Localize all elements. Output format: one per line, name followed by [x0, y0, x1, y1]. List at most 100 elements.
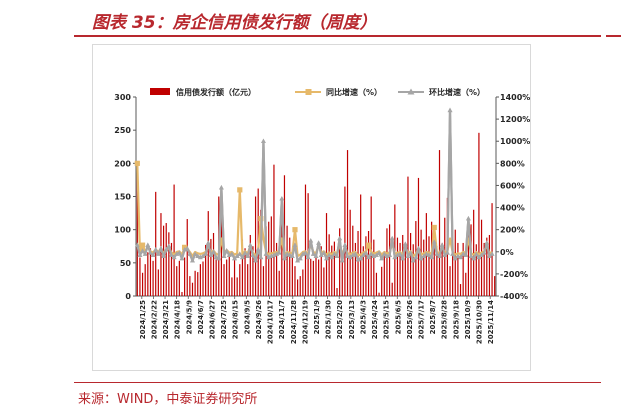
bar-issuance	[210, 238, 212, 296]
bar-issuance	[184, 257, 186, 296]
bar-issuance	[220, 211, 223, 296]
point-yoy	[431, 224, 437, 231]
point-wow-top	[247, 242, 253, 247]
y-left-tick-label: 150	[114, 193, 131, 202]
bar-issuance	[202, 261, 204, 296]
chart-legend: 信用债发行额（亿元） 同比增速（%） 环比增速（%）	[150, 87, 485, 97]
point-wow-top	[466, 216, 471, 221]
bar-issuance	[168, 232, 170, 296]
x-tick-label: 2025/10/9	[464, 300, 472, 339]
bar-issuance	[147, 252, 149, 296]
point-wow-top	[134, 242, 140, 247]
x-tick-label: 2024/4/18	[174, 300, 182, 339]
point-wow-top	[284, 251, 290, 256]
bar-issuance	[333, 241, 335, 296]
legend-label-wow: 环比增速（%）	[429, 87, 485, 97]
x-tick-label: 2025/10/30	[476, 300, 484, 344]
bar-issuance	[262, 266, 265, 296]
point-wow-top	[310, 251, 316, 256]
bar-issuance	[205, 244, 207, 296]
bar-issuance	[173, 184, 175, 296]
point-wow-top	[408, 250, 413, 255]
y-right-tick-label: -200%	[500, 270, 528, 279]
bar-issuance	[189, 276, 191, 296]
bar-issuance	[470, 224, 472, 296]
point-wow-top	[316, 240, 322, 245]
point-wow-top	[442, 252, 448, 257]
x-tick-label: 2025/4/24	[371, 300, 379, 339]
bar-issuance	[178, 260, 180, 296]
x-tick-label: 2025/5/15	[383, 300, 391, 339]
y-left-tick-label: 50	[120, 259, 132, 268]
point-wow-top	[163, 246, 169, 252]
y-right-tick-label: 1000%	[500, 137, 530, 146]
point-wow-top	[276, 250, 282, 255]
x-tick-label: 2024/6/27	[208, 300, 216, 339]
legend-swatch-yoy-marker	[305, 89, 312, 95]
bar-issuance	[365, 236, 367, 296]
bar-issuance	[139, 257, 141, 296]
bar-issuance	[275, 242, 278, 296]
point-wow-top	[337, 235, 343, 241]
x-tick-label: 2025/8/7	[429, 300, 437, 334]
bar-issuance	[407, 176, 409, 296]
legend-label-bar: 信用债发行额（亿元）	[176, 87, 256, 97]
point-wow-top	[471, 255, 477, 261]
point-wow-top	[460, 251, 466, 256]
bar-issuance	[299, 276, 301, 296]
point-wow-top	[437, 253, 442, 258]
point-wow-top	[200, 253, 206, 258]
point-wow-top	[176, 250, 182, 255]
point-wow-top	[282, 255, 287, 261]
point-wow-top	[161, 253, 166, 258]
point-wow-top	[174, 251, 180, 256]
line-wow	[136, 109, 493, 262]
point-wow-top	[292, 242, 298, 247]
point-wow-top	[379, 255, 385, 261]
bar-issuance	[328, 234, 330, 296]
point-wow-top	[400, 255, 406, 261]
bar-issuance	[404, 248, 406, 296]
title-row: 图表 35：房企信用债发行额（周度）	[0, 0, 621, 33]
bar-issuance	[491, 203, 493, 296]
bar-issuance	[402, 234, 404, 296]
point-wow-top	[429, 254, 435, 260]
bar-issuance	[457, 242, 459, 296]
figure-title: 图表 35：房企信用债发行额（周度）	[92, 13, 377, 33]
point-wow-top	[489, 251, 495, 256]
point-wow-top	[237, 251, 243, 256]
bar-issuance	[436, 246, 438, 296]
point-wow-top	[224, 248, 230, 253]
bar-issuance	[388, 224, 391, 296]
bar-issuance	[428, 236, 430, 296]
point-wow-top	[392, 254, 398, 260]
bar-issuance	[155, 191, 157, 296]
point-wow-top	[381, 251, 387, 256]
bar-issuance	[265, 226, 267, 296]
y-left-tick-label: 250	[114, 126, 131, 135]
point-wow-top	[232, 255, 237, 261]
bar-issuance	[254, 196, 257, 296]
bar-issuance	[480, 219, 483, 296]
point-wow-top	[423, 251, 429, 256]
chart-axes: 0 50 100 150 200 250 300 -400% -200% 0% 200% 400% 60…	[114, 93, 530, 344]
y-left-tick-label: 0	[125, 292, 131, 301]
x-tick-label: 2024/9/26	[255, 300, 263, 339]
bar-issuance	[465, 272, 467, 296]
bar-issuance	[191, 282, 194, 296]
bar-issuance	[176, 266, 178, 296]
point-wow-top	[334, 253, 340, 258]
bar-issuance	[323, 267, 325, 296]
bar-issuance	[157, 269, 159, 296]
point-wow-top	[305, 254, 311, 260]
point-wow-top	[444, 250, 450, 255]
point-wow-top	[318, 252, 324, 257]
bar-issuance	[249, 234, 251, 296]
point-wow-top	[245, 253, 251, 258]
point-wow-top	[418, 255, 424, 261]
point-wow-top	[258, 254, 264, 260]
source-note: 来源：WIND，中泰证券研究所	[78, 392, 258, 407]
bar-issuance	[488, 234, 491, 296]
point-yoy	[365, 242, 372, 248]
bar-issuance	[386, 228, 388, 296]
